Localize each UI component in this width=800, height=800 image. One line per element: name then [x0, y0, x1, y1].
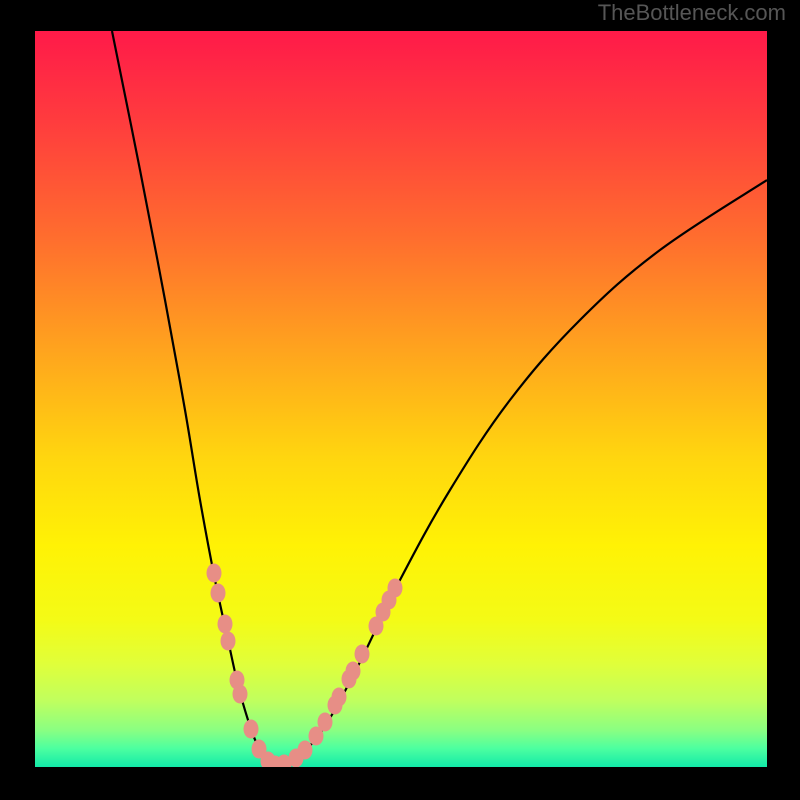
data-marker: [211, 584, 226, 603]
data-marker: [298, 741, 313, 760]
data-marker: [207, 564, 222, 583]
plot-background: [35, 31, 767, 767]
data-marker: [218, 615, 233, 634]
data-marker: [233, 685, 248, 704]
data-marker: [244, 720, 259, 739]
data-marker: [346, 662, 361, 681]
data-marker: [388, 579, 403, 598]
data-marker: [221, 632, 236, 651]
data-marker: [332, 688, 347, 707]
data-marker: [355, 645, 370, 664]
bottleneck-curve-plot: [0, 0, 800, 800]
data-marker: [318, 713, 333, 732]
chart-frame: TheBottleneck.com: [0, 0, 800, 800]
